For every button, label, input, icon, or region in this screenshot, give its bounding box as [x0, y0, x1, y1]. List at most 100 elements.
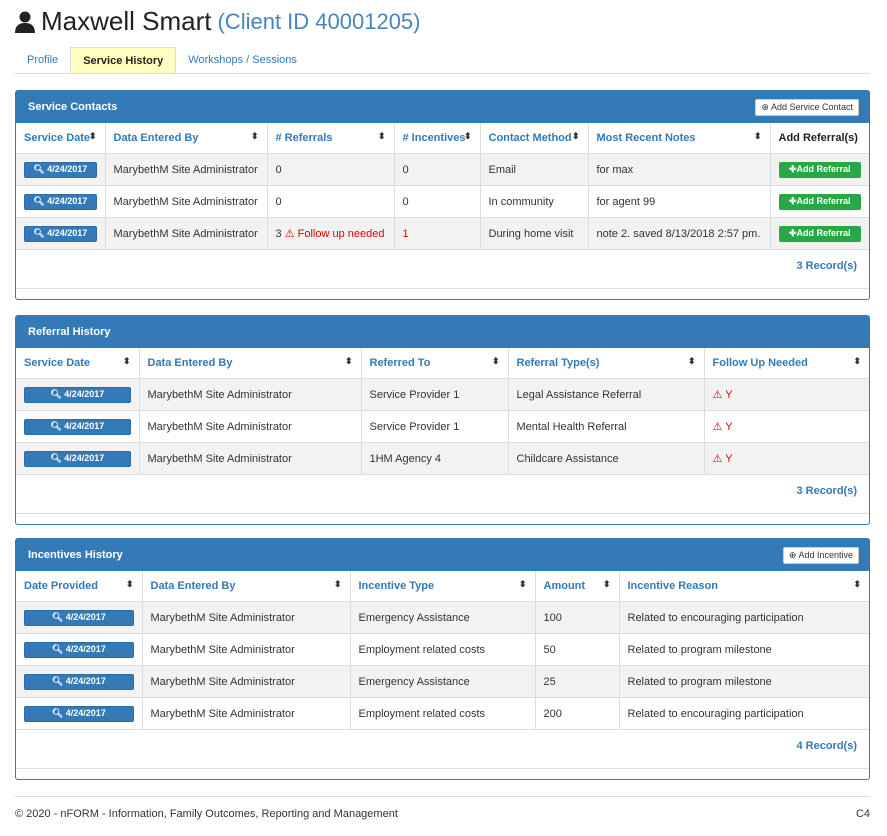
follow-up-value: Y [725, 421, 733, 433]
sort-icon[interactable]: ⬍ [518, 579, 527, 589]
date-label: 4/24/2017 [64, 421, 105, 431]
incentives-cell: 1 [393, 217, 481, 250]
column-header[interactable]: Data Entered By ⬍ [138, 348, 362, 379]
view-date-button[interactable]: 🔍︎ 4/24/2017 [24, 193, 97, 210]
flag-text: Follow up needed [297, 228, 385, 240]
view-date-button[interactable]: 🔍︎ 4/24/2017 [24, 225, 97, 242]
column-header[interactable]: Date Provided ⬍ [16, 571, 143, 602]
contact-method-cell: Email [479, 153, 589, 186]
sort-icon[interactable]: ⬍ [122, 356, 131, 366]
column-header[interactable]: Incentive Type ⬍ [349, 571, 536, 602]
sort-icon[interactable]: ⬍ [88, 131, 97, 141]
search-icon: 🔍︎ [50, 453, 62, 463]
table-row: 🔍︎ 4/24/2017 MarybethM Site Administrator… [16, 665, 869, 698]
column-header[interactable]: # Referrals ⬍ [266, 123, 395, 154]
column-header[interactable]: # Incentives ⬍ [393, 123, 481, 154]
date-cell: 🔍︎ 4/24/2017 [16, 697, 143, 730]
sort-icon[interactable]: ⬍ [602, 579, 611, 589]
view-date-button[interactable]: 🔍︎ 4/24/2017 [24, 673, 134, 690]
warning-icon: ⚠ [712, 389, 723, 401]
warning-icon: ⚠ [284, 228, 295, 240]
amount-cell: 100 [534, 601, 620, 634]
view-date-button[interactable]: 🔍︎ 4/24/2017 [24, 450, 131, 467]
view-date-button[interactable]: 🔍︎ 4/24/2017 [24, 705, 134, 722]
date-cell: 🔍︎ 4/24/2017 [16, 633, 143, 666]
follow-up-value: Y [725, 453, 733, 465]
sort-icon[interactable]: ⬍ [853, 356, 861, 366]
sort-icon[interactable]: ⬍ [344, 356, 353, 366]
view-date-button[interactable]: 🔍︎ 4/24/2017 [24, 386, 131, 403]
sort-icon[interactable]: ⬍ [687, 356, 696, 366]
view-date-button[interactable]: 🔍︎ 4/24/2017 [24, 641, 134, 658]
entered-by-cell: MarybethM Site Administrator [138, 442, 362, 475]
add-incentive-button[interactable]: ⊕ Add Incentive [782, 546, 859, 564]
referral-count: 3 [275, 228, 282, 240]
column-header[interactable]: Referral Type(s) ⬍ [507, 348, 705, 379]
copyright: © 2020 - nFORM - Information, Family Out… [15, 808, 398, 820]
column-label: # Incentives [402, 132, 466, 144]
sort-icon[interactable]: ⬍ [463, 131, 472, 141]
column-label: Contact Method [488, 132, 572, 144]
referred-to-cell: Service Provider 1 [360, 410, 509, 443]
column-header[interactable]: Data Entered By ⬍ [141, 571, 351, 602]
column-header[interactable]: Service Date ⬍ [16, 123, 106, 154]
tab-profile[interactable]: Profile [27, 54, 59, 66]
sort-icon[interactable]: ⬍ [491, 356, 500, 366]
column-header[interactable]: Service Date ⬍ [16, 348, 140, 379]
add-referral-button[interactable]: ✚Add Referral [778, 193, 861, 210]
entered-by-cell: MarybethM Site Administrator [138, 378, 362, 411]
column-header[interactable]: Follow Up Needed ⬍ [703, 348, 869, 379]
sort-icon[interactable]: ⬍ [753, 131, 762, 141]
add-referral-button[interactable]: ✚Add Referral [778, 161, 861, 178]
column-header[interactable]: Contact Method ⬍ [479, 123, 589, 154]
plus-icon: ✚ [788, 164, 797, 174]
incentive-type-cell: Employment related costs [349, 633, 536, 666]
column-header[interactable]: Referred To ⬍ [360, 348, 509, 379]
sort-icon[interactable]: ⬍ [125, 579, 134, 589]
add-referral-button[interactable]: ✚Add Referral [778, 225, 861, 242]
referral-history-table: Service Date ⬍ Data Entered By ⬍ Referred To… [16, 348, 869, 475]
date-label: 4/24/2017 [65, 708, 106, 718]
table-row: 🔍︎ 4/24/2017 MarybethM Site Administrator… [16, 217, 869, 250]
view-date-button[interactable]: 🔍︎ 4/24/2017 [24, 418, 131, 435]
incentive-reason-cell: Related to encouraging participation [618, 601, 869, 634]
tab-workshops-sessions[interactable]: Workshops / Sessions [188, 54, 297, 66]
search-icon: 🔍︎ [50, 421, 62, 431]
column-header[interactable]: Amount ⬍ [534, 571, 620, 602]
column-label: # Referrals [275, 132, 333, 144]
view-date-button[interactable]: 🔍︎ 4/24/2017 [24, 609, 134, 626]
record-count: 3 Record(s) [16, 250, 869, 289]
client-id: (Client ID 40001205) [217, 8, 421, 34]
column-header[interactable]: Data Entered By ⬍ [104, 123, 268, 154]
tab-bar: Profile Service History Workshops / Sess… [15, 47, 870, 74]
sort-icon[interactable]: ⬍ [333, 579, 342, 589]
date-cell: 🔍︎ 4/24/2017 [16, 153, 106, 186]
incentives-history-panel: Incentives History ⊕ Add Incentive Date … [15, 538, 870, 780]
add-service-contact-button[interactable]: ⊕ Add Service Contact [755, 98, 859, 116]
referrals-cell: 0 [266, 153, 395, 186]
tab-service-history[interactable]: Service History [70, 47, 177, 73]
warning-icon: ⚠ [712, 421, 723, 433]
entered-by-cell: MarybethM Site Administrator [104, 153, 268, 186]
column-header[interactable]: Incentive Reason ⬍ [618, 571, 869, 602]
column-header[interactable]: Most Recent Notes ⬍ [587, 123, 771, 154]
sort-icon[interactable]: ⬍ [250, 131, 259, 141]
date-label: 4/24/2017 [65, 644, 106, 654]
service-contacts-panel: Service Contacts ⊕ Add Service Contact S… [15, 90, 870, 300]
column-label: Follow Up Needed [712, 357, 808, 369]
date-label: 4/24/2017 [65, 676, 106, 686]
sort-icon[interactable]: ⬍ [853, 579, 861, 589]
sort-icon[interactable]: ⬍ [571, 131, 580, 141]
column-header: Add Referral(s) [769, 123, 869, 154]
search-icon: 🔍︎ [33, 164, 45, 174]
incentive-type-cell: Employment related costs [349, 697, 536, 730]
follow-up-cell: ⚠ Y [703, 442, 869, 475]
contact-method-cell: During home visit [479, 217, 589, 250]
column-label: Add Referral(s) [778, 132, 858, 144]
search-icon: 🔍︎ [33, 228, 45, 238]
sort-icon[interactable]: ⬍ [377, 131, 386, 141]
panel-title: Service Contacts [28, 101, 118, 113]
column-label: Referred To [369, 357, 431, 369]
view-date-button[interactable]: 🔍︎ 4/24/2017 [24, 161, 97, 178]
date-label: 4/24/2017 [65, 612, 106, 622]
